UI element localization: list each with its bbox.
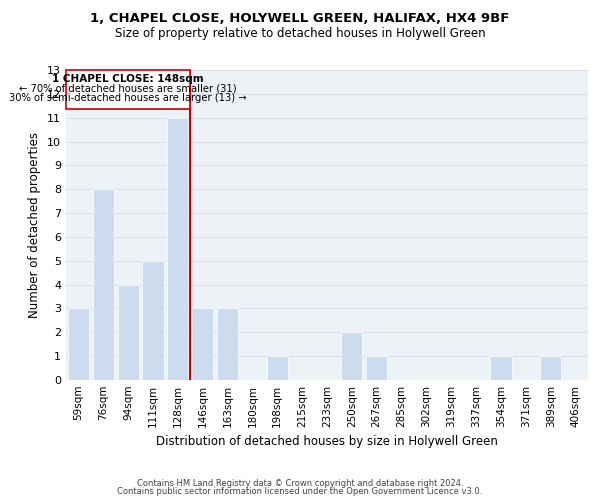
Y-axis label: Number of detached properties: Number of detached properties [28,132,41,318]
Bar [118,284,139,380]
Bar [490,356,512,380]
Text: 30% of semi-detached houses are larger (13) →: 30% of semi-detached houses are larger (… [10,92,247,102]
Bar [341,332,362,380]
X-axis label: Distribution of detached houses by size in Holywell Green: Distribution of detached houses by size … [156,436,498,448]
Bar [142,261,164,380]
Text: 1, CHAPEL CLOSE, HOLYWELL GREEN, HALIFAX, HX4 9BF: 1, CHAPEL CLOSE, HOLYWELL GREEN, HALIFAX… [91,12,509,26]
Bar [366,356,387,380]
Bar [192,308,213,380]
Text: 1 CHAPEL CLOSE: 148sqm: 1 CHAPEL CLOSE: 148sqm [52,74,204,84]
Text: Size of property relative to detached houses in Holywell Green: Size of property relative to detached ho… [115,28,485,40]
Bar [68,308,89,380]
Text: ← 70% of detached houses are smaller (31): ← 70% of detached houses are smaller (31… [19,83,237,93]
Bar [540,356,561,380]
Bar [66,70,190,110]
Bar [217,308,238,380]
Text: Contains HM Land Registry data © Crown copyright and database right 2024.: Contains HM Land Registry data © Crown c… [137,478,463,488]
Bar [167,118,188,380]
Bar [267,356,288,380]
Bar [93,189,114,380]
Text: Contains public sector information licensed under the Open Government Licence v3: Contains public sector information licen… [118,487,482,496]
